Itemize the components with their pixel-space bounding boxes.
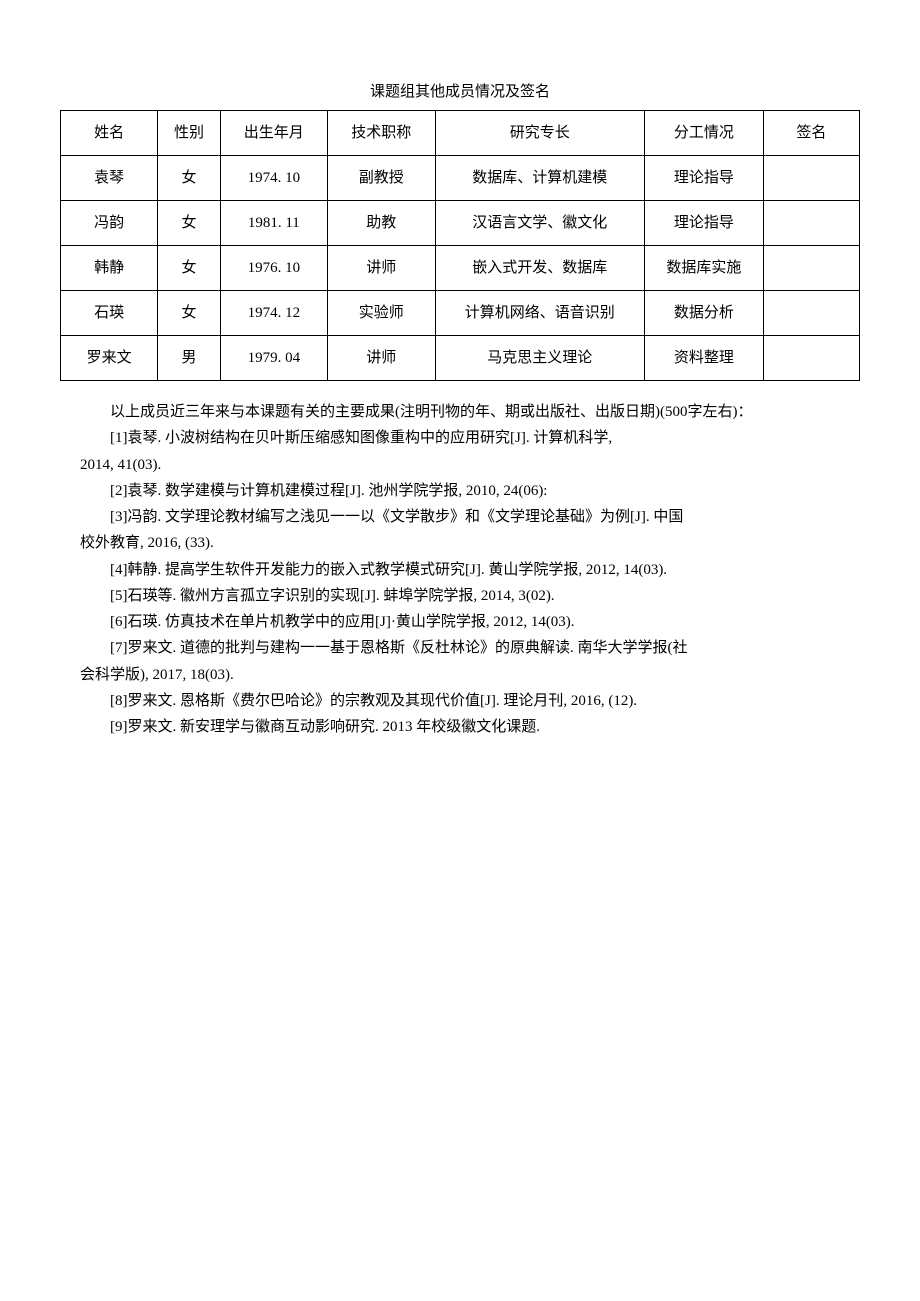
reference-line: [3]冯韵. 文学理论教材编写之浅见一一以《文学散步》和《文学理论基础》为例[J… [80, 504, 840, 530]
reference-line: 校外教育, 2016, (33). [80, 530, 840, 556]
cell-name: 罗来文 [61, 336, 158, 381]
cell-name: 袁琴 [61, 156, 158, 201]
cell-dob: 1974. 10 [220, 156, 328, 201]
header-dob: 出生年月 [220, 111, 328, 156]
cell-role: 资料整理 [644, 336, 763, 381]
cell-name: 石瑛 [61, 291, 158, 336]
cell-specialty: 计算机网络、语音识别 [435, 291, 644, 336]
cell-gender: 女 [158, 156, 220, 201]
reference-line: [5]石瑛等. 徽州方言孤立字识别的实现[J]. 蚌埠学院学报, 2014, 3… [80, 583, 840, 609]
cell-specialty: 嵌入式开发、数据库 [435, 246, 644, 291]
cell-dob: 1979. 04 [220, 336, 328, 381]
references-block: 以上成员近三年来与本课题有关的主要成果(注明刊物的年、期或出版社、出版日期)(5… [60, 399, 860, 740]
cell-role: 理论指导 [644, 156, 763, 201]
reference-line: 2014, 41(03). [80, 452, 840, 478]
cell-signature [763, 201, 859, 246]
cell-name: 韩静 [61, 246, 158, 291]
reference-line: [7]罗来文. 道德的批判与建构一一基于恩格斯《反杜林论》的原典解读. 南华大学… [80, 635, 840, 661]
header-role: 分工情况 [644, 111, 763, 156]
header-specialty: 研究专长 [435, 111, 644, 156]
cell-signature [763, 336, 859, 381]
cell-title: 讲师 [328, 336, 436, 381]
cell-role: 数据分析 [644, 291, 763, 336]
cell-title: 助教 [328, 201, 436, 246]
cell-gender: 女 [158, 201, 220, 246]
reference-line: [2]袁琴. 数学建模与计算机建模过程[J]. 池州学院学报, 2010, 24… [80, 478, 840, 504]
cell-role: 理论指导 [644, 201, 763, 246]
reference-line: [8]罗来文. 恩格斯《费尔巴哈论》的宗教观及其现代价值[J]. 理论月刊, 2… [80, 688, 840, 714]
reference-line: [6]石瑛. 仿真技术在单片机教学中的应用[J]·黄山学院学报, 2012, 1… [80, 609, 840, 635]
header-name: 姓名 [61, 111, 158, 156]
cell-dob: 1976. 10 [220, 246, 328, 291]
members-table: 姓名 性别 出生年月 技术职称 研究专长 分工情况 签名 袁琴 女 1974. … [60, 110, 860, 381]
cell-specialty: 数据库、计算机建模 [435, 156, 644, 201]
cell-role: 数据库实施 [644, 246, 763, 291]
header-gender: 性别 [158, 111, 220, 156]
cell-signature [763, 156, 859, 201]
cell-specialty: 汉语言文学、徽文化 [435, 201, 644, 246]
cell-title: 讲师 [328, 246, 436, 291]
reference-line: 会科学版), 2017, 18(03). [80, 662, 840, 688]
document-title: 课题组其他成员情况及签名 [60, 80, 860, 104]
table-header-row: 姓名 性别 出生年月 技术职称 研究专长 分工情况 签名 [61, 111, 860, 156]
cell-name: 冯韵 [61, 201, 158, 246]
table-row: 袁琴 女 1974. 10 副教授 数据库、计算机建模 理论指导 [61, 156, 860, 201]
cell-dob: 1974. 12 [220, 291, 328, 336]
cell-gender: 男 [158, 336, 220, 381]
cell-specialty: 马克思主义理论 [435, 336, 644, 381]
cell-title: 副教授 [328, 156, 436, 201]
table-row: 石瑛 女 1974. 12 实验师 计算机网络、语音识别 数据分析 [61, 291, 860, 336]
cell-dob: 1981. 11 [220, 201, 328, 246]
reference-line: [4]韩静. 提高学生软件开发能力的嵌入式教学模式研究[J]. 黄山学院学报, … [80, 557, 840, 583]
header-title: 技术职称 [328, 111, 436, 156]
table-row: 韩静 女 1976. 10 讲师 嵌入式开发、数据库 数据库实施 [61, 246, 860, 291]
table-row: 罗来文 男 1979. 04 讲师 马克思主义理论 资料整理 [61, 336, 860, 381]
cell-title: 实验师 [328, 291, 436, 336]
reference-line: [9]罗来文. 新安理学与徽商互动影响研究. 2013 年校级徽文化课题. [80, 714, 840, 740]
intro-text: 以上成员近三年来与本课题有关的主要成果(注明刊物的年、期或出版社、出版日期)(5… [80, 399, 840, 425]
header-signature: 签名 [763, 111, 859, 156]
table-row: 冯韵 女 1981. 11 助教 汉语言文学、徽文化 理论指导 [61, 201, 860, 246]
cell-signature [763, 291, 859, 336]
reference-line: [1]袁琴. 小波树结构在贝叶斯压缩感知图像重构中的应用研究[J]. 计算机科学… [80, 425, 840, 451]
cell-signature [763, 246, 859, 291]
cell-gender: 女 [158, 246, 220, 291]
cell-gender: 女 [158, 291, 220, 336]
